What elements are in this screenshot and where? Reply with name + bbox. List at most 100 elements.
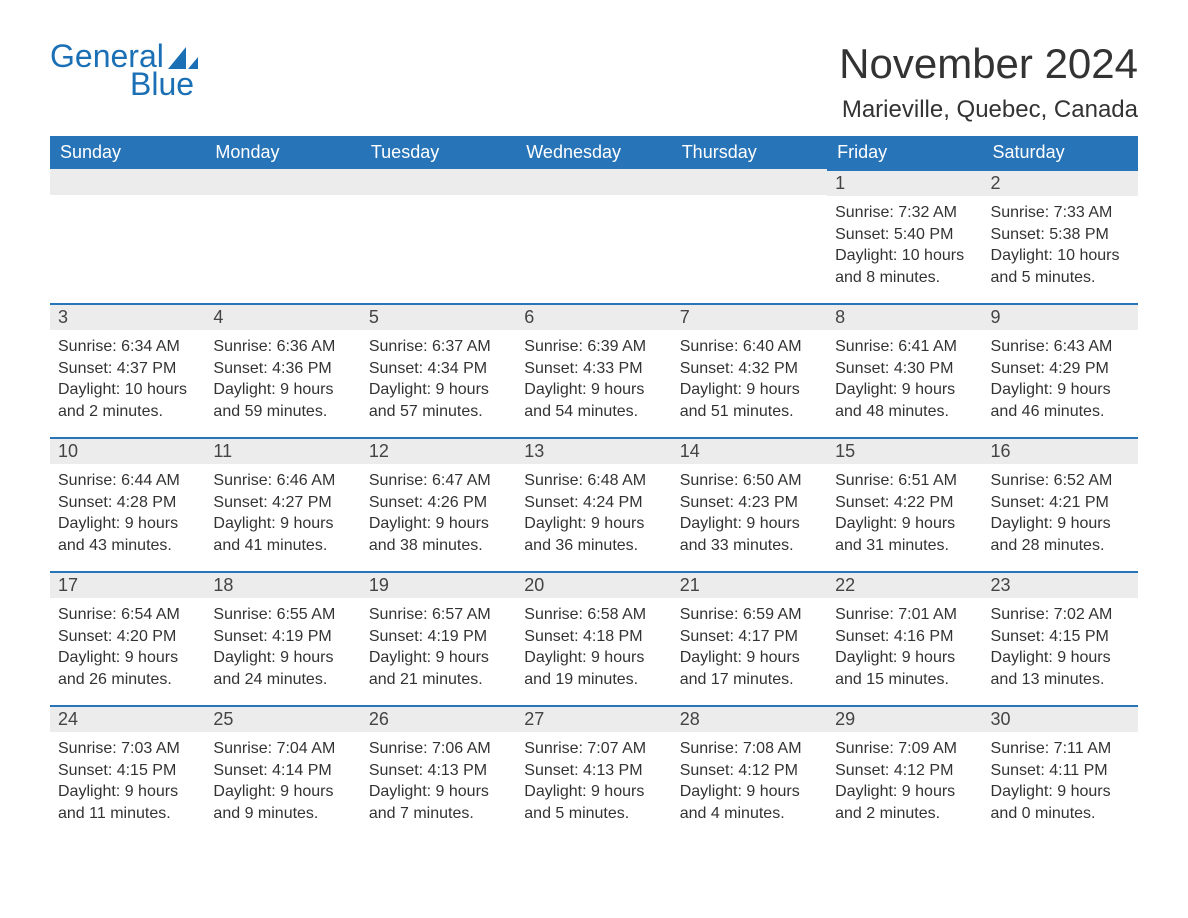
weekday-header: Friday [827,136,982,169]
daylight-line: Daylight: 9 hours and 9 minutes. [213,781,352,824]
calendar-cell: 28Sunrise: 7:08 AMSunset: 4:12 PMDayligh… [672,705,827,839]
day-number: 19 [361,571,516,598]
calendar-cell: 30Sunrise: 7:11 AMSunset: 4:11 PMDayligh… [983,705,1138,839]
day-number: 5 [361,303,516,330]
daylight-line: Daylight: 9 hours and 19 minutes. [524,647,663,690]
logo-text-bottom: Blue [130,68,194,100]
weekday-header: Wednesday [516,136,671,169]
sunset-line: Sunset: 4:33 PM [524,358,663,380]
day-details: Sunrise: 6:52 AMSunset: 4:21 PMDaylight:… [983,464,1138,560]
sunrise-line: Sunrise: 6:48 AM [524,470,663,492]
month-title: November 2024 [839,40,1138,88]
daylight-line: Daylight: 9 hours and 13 minutes. [991,647,1130,690]
weekday-header: Thursday [672,136,827,169]
day-number: 28 [672,705,827,732]
day-number: 24 [50,705,205,732]
sunset-line: Sunset: 4:13 PM [369,760,508,782]
calendar-cell: 4Sunrise: 6:36 AMSunset: 4:36 PMDaylight… [205,303,360,437]
daylight-line: Daylight: 9 hours and 11 minutes. [58,781,197,824]
calendar-cell: 16Sunrise: 6:52 AMSunset: 4:21 PMDayligh… [983,437,1138,571]
daylight-line: Daylight: 9 hours and 41 minutes. [213,513,352,556]
day-details: Sunrise: 6:46 AMSunset: 4:27 PMDaylight:… [205,464,360,560]
day-details: Sunrise: 7:33 AMSunset: 5:38 PMDaylight:… [983,196,1138,292]
calendar-cell: 25Sunrise: 7:04 AMSunset: 4:14 PMDayligh… [205,705,360,839]
empty-day [672,169,827,195]
calendar-cell: 20Sunrise: 6:58 AMSunset: 4:18 PMDayligh… [516,571,671,705]
calendar-cell: 10Sunrise: 6:44 AMSunset: 4:28 PMDayligh… [50,437,205,571]
daylight-line: Daylight: 9 hours and 26 minutes. [58,647,197,690]
calendar-cell: 1Sunrise: 7:32 AMSunset: 5:40 PMDaylight… [827,169,982,303]
calendar-cell [205,169,360,303]
sunrise-line: Sunrise: 6:41 AM [835,336,974,358]
daylight-line: Daylight: 9 hours and 28 minutes. [991,513,1130,556]
location-subtitle: Marieville, Quebec, Canada [839,96,1138,124]
calendar-cell: 19Sunrise: 6:57 AMSunset: 4:19 PMDayligh… [361,571,516,705]
daylight-line: Daylight: 9 hours and 46 minutes. [991,379,1130,422]
calendar-cell: 9Sunrise: 6:43 AMSunset: 4:29 PMDaylight… [983,303,1138,437]
day-details: Sunrise: 6:37 AMSunset: 4:34 PMDaylight:… [361,330,516,426]
daylight-line: Daylight: 9 hours and 54 minutes. [524,379,663,422]
calendar-cell: 17Sunrise: 6:54 AMSunset: 4:20 PMDayligh… [50,571,205,705]
sunrise-line: Sunrise: 7:03 AM [58,738,197,760]
sunrise-line: Sunrise: 6:55 AM [213,604,352,626]
day-details: Sunrise: 7:03 AMSunset: 4:15 PMDaylight:… [50,732,205,828]
day-details: Sunrise: 7:04 AMSunset: 4:14 PMDaylight:… [205,732,360,828]
day-details: Sunrise: 6:59 AMSunset: 4:17 PMDaylight:… [672,598,827,694]
daylight-line: Daylight: 10 hours and 5 minutes. [991,245,1130,288]
sunrise-line: Sunrise: 6:50 AM [680,470,819,492]
calendar-cell: 12Sunrise: 6:47 AMSunset: 4:26 PMDayligh… [361,437,516,571]
sunset-line: Sunset: 4:19 PM [369,626,508,648]
sunset-line: Sunset: 4:23 PM [680,492,819,514]
day-number: 11 [205,437,360,464]
day-details: Sunrise: 7:08 AMSunset: 4:12 PMDaylight:… [672,732,827,828]
day-details: Sunrise: 6:41 AMSunset: 4:30 PMDaylight:… [827,330,982,426]
empty-day [516,169,671,195]
daylight-line: Daylight: 9 hours and 48 minutes. [835,379,974,422]
logo: General Blue [50,40,198,100]
sunset-line: Sunset: 4:22 PM [835,492,974,514]
day-number: 13 [516,437,671,464]
calendar-cell [672,169,827,303]
sunset-line: Sunset: 4:26 PM [369,492,508,514]
daylight-line: Daylight: 10 hours and 8 minutes. [835,245,974,288]
daylight-line: Daylight: 9 hours and 38 minutes. [369,513,508,556]
sunset-line: Sunset: 4:32 PM [680,358,819,380]
day-number: 6 [516,303,671,330]
calendar-week-row: 17Sunrise: 6:54 AMSunset: 4:20 PMDayligh… [50,571,1138,705]
calendar-cell: 15Sunrise: 6:51 AMSunset: 4:22 PMDayligh… [827,437,982,571]
day-details: Sunrise: 6:51 AMSunset: 4:22 PMDaylight:… [827,464,982,560]
day-details: Sunrise: 6:55 AMSunset: 4:19 PMDaylight:… [205,598,360,694]
day-number: 25 [205,705,360,732]
sunset-line: Sunset: 5:40 PM [835,224,974,246]
day-number: 7 [672,303,827,330]
day-number: 27 [516,705,671,732]
daylight-line: Daylight: 9 hours and 2 minutes. [835,781,974,824]
day-details: Sunrise: 6:43 AMSunset: 4:29 PMDaylight:… [983,330,1138,426]
empty-day [361,169,516,195]
day-number: 17 [50,571,205,598]
calendar-cell: 29Sunrise: 7:09 AMSunset: 4:12 PMDayligh… [827,705,982,839]
title-block: November 2024 Marieville, Quebec, Canada [839,40,1138,124]
sunset-line: Sunset: 4:30 PM [835,358,974,380]
sunset-line: Sunset: 4:18 PM [524,626,663,648]
sunset-line: Sunset: 4:36 PM [213,358,352,380]
day-number: 8 [827,303,982,330]
sunrise-line: Sunrise: 7:33 AM [991,202,1130,224]
daylight-line: Daylight: 9 hours and 31 minutes. [835,513,974,556]
daylight-line: Daylight: 9 hours and 21 minutes. [369,647,508,690]
day-details: Sunrise: 6:50 AMSunset: 4:23 PMDaylight:… [672,464,827,560]
daylight-line: Daylight: 9 hours and 24 minutes. [213,647,352,690]
sunrise-line: Sunrise: 6:52 AM [991,470,1130,492]
sunrise-line: Sunrise: 6:43 AM [991,336,1130,358]
day-details: Sunrise: 6:54 AMSunset: 4:20 PMDaylight:… [50,598,205,694]
sunset-line: Sunset: 5:38 PM [991,224,1130,246]
weekday-header: Saturday [983,136,1138,169]
calendar-week-row: 10Sunrise: 6:44 AMSunset: 4:28 PMDayligh… [50,437,1138,571]
calendar-cell [361,169,516,303]
sunset-line: Sunset: 4:29 PM [991,358,1130,380]
sunset-line: Sunset: 4:21 PM [991,492,1130,514]
calendar-cell: 14Sunrise: 6:50 AMSunset: 4:23 PMDayligh… [672,437,827,571]
day-number: 12 [361,437,516,464]
sunrise-line: Sunrise: 7:08 AM [680,738,819,760]
sunset-line: Sunset: 4:12 PM [835,760,974,782]
